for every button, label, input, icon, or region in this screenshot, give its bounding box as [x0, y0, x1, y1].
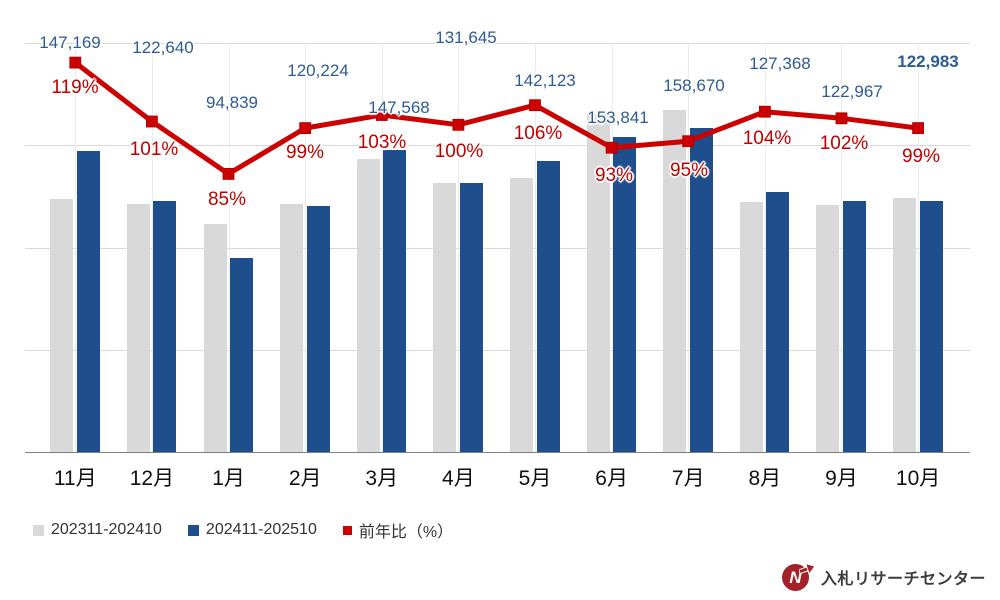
pct-label: 103% — [357, 132, 407, 153]
value-label: 127,368 — [749, 54, 811, 73]
logo-letter: N — [781, 564, 809, 591]
gridline-vertical — [458, 43, 460, 452]
bar-202411-202510-10月 — [919, 200, 943, 452]
gridline-horizontal — [25, 43, 970, 44]
x-axis-label: 3月 — [365, 467, 399, 490]
x-axis-label: 10月 — [895, 467, 941, 490]
bar-202411-202510-5月 — [536, 161, 560, 452]
bar-202411-202510-9月 — [842, 200, 866, 452]
pct-label: 99% — [901, 146, 941, 167]
bar-202311-202410-12月 — [126, 203, 150, 452]
x-axis-label: 7月 — [671, 467, 705, 490]
x-axis-line — [25, 452, 970, 453]
pct-label: 85% — [207, 189, 247, 210]
bar-202411-202510-8月 — [766, 191, 790, 452]
value-label: 142,123 — [514, 71, 576, 90]
bar-202311-202410-9月 — [816, 205, 840, 452]
logo-text: 入札リサーチセンター — [820, 571, 986, 588]
x-axis-label: 12月 — [129, 467, 175, 490]
bar-202411-202510-1月 — [230, 258, 254, 452]
legend-item-yoy: 前年比（%） — [342, 518, 454, 542]
bar-202311-202410-2月 — [280, 203, 304, 452]
value-label: 120,224 — [287, 61, 349, 80]
prev-period-swatch-icon — [33, 524, 44, 536]
logo-n-circle-icon: N — [781, 562, 816, 592]
bar-202411-202510-6月 — [613, 137, 637, 452]
legend-item-current-period: 202411-202510 — [187, 521, 317, 539]
gridline-vertical — [228, 43, 230, 452]
gridline-vertical — [688, 43, 690, 452]
value-label: 122,640 — [132, 38, 194, 57]
gridline-vertical — [381, 43, 383, 452]
bar-202311-202410-6月 — [586, 113, 610, 452]
value-label: 158,670 — [663, 76, 725, 95]
current-period-swatch-icon — [187, 524, 199, 536]
bar-202311-202410-7月 — [663, 110, 687, 452]
legend-item-prev-period: 202311-202410 — [33, 521, 162, 539]
pct-label: 99% — [285, 142, 325, 163]
yoy-swatch-icon — [342, 525, 352, 535]
value-label: 94,839 — [206, 93, 258, 112]
value-label: 131,645 — [435, 28, 497, 47]
bar-202411-202510-2月 — [306, 206, 330, 452]
x-axis-label: 11月 — [53, 467, 97, 490]
bar-202311-202410-10月 — [893, 197, 917, 452]
x-axis-label: 9月 — [825, 467, 858, 490]
gridline-vertical — [75, 43, 77, 452]
brand-logo: N 入札リサーチセンター — [781, 562, 986, 592]
bar-202311-202410-3月 — [356, 159, 380, 452]
bar-202411-202510-7月 — [689, 127, 713, 452]
bar-202311-202410-4月 — [433, 182, 457, 452]
bar-202311-202410-8月 — [739, 201, 763, 452]
x-axis-label: 5月 — [518, 467, 552, 490]
gridline-vertical — [151, 43, 153, 452]
bar-202311-202410-11月 — [50, 199, 74, 452]
gridline-vertical — [305, 43, 307, 452]
gridline-vertical — [918, 43, 920, 452]
gridline-vertical — [841, 43, 843, 452]
legend-label-yoy: 前年比（%） — [358, 524, 454, 541]
pct-label: 106% — [513, 123, 563, 144]
gridline-vertical — [764, 43, 766, 452]
value-label: 122,967 — [821, 82, 883, 101]
gridline-vertical — [535, 43, 536, 452]
legend-label-prev-period: 202311-202410 — [51, 521, 162, 538]
bar-202411-202510-4月 — [459, 182, 483, 452]
gridline-horizontal — [25, 247, 970, 249]
gridline-vertical — [611, 43, 613, 452]
bar-202411-202510-3月 — [383, 150, 407, 452]
pct-label: 102% — [819, 133, 869, 154]
x-axis-label: 6月 — [595, 467, 628, 490]
value-label: 147,169 — [39, 33, 101, 52]
pct-label: 101% — [129, 139, 179, 160]
legend-label-current-period: 202411-202510 — [205, 521, 317, 538]
pct-label: 104% — [742, 128, 792, 149]
value-label: 153,841 — [587, 108, 649, 127]
bar-202411-202510-12月 — [153, 201, 177, 452]
bar-202311-202410-5月 — [510, 177, 533, 452]
value-label: 147,568 — [368, 98, 430, 117]
pct-label: 119% — [51, 77, 99, 98]
legend: 202311-202410 202411-202510 前年比（%） — [33, 518, 453, 542]
pct-label: 100% — [434, 141, 484, 162]
logo-arrow-icon — [798, 562, 816, 576]
x-axis-label: 2月 — [288, 467, 322, 490]
pct-label: 95% — [669, 160, 709, 181]
bar-202311-202410-1月 — [203, 223, 227, 452]
x-axis-label: 4月 — [442, 467, 475, 490]
x-axis-label: 8月 — [748, 467, 782, 490]
bar-202411-202510-11月 — [76, 151, 100, 452]
value-label: 122,983 — [897, 52, 959, 71]
gridline-horizontal — [25, 349, 970, 351]
pct-label: 93% — [594, 165, 634, 186]
x-axis-label: 1月 — [212, 467, 245, 490]
